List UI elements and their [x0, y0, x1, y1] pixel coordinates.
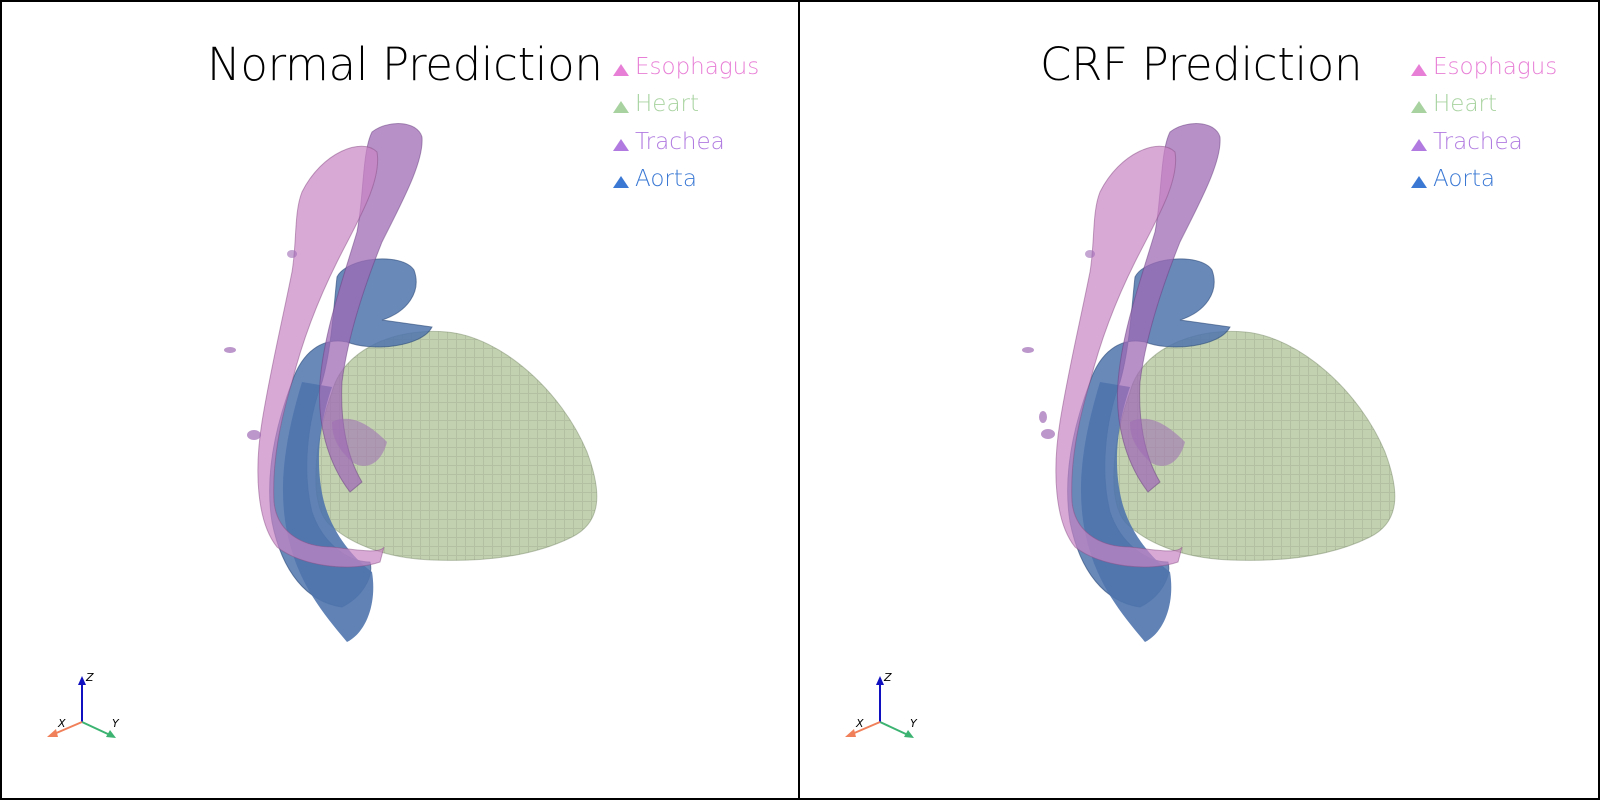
legend-item-esophagus: Esophagus: [613, 48, 759, 86]
legend-item-heart: Heart: [1411, 86, 1557, 124]
triangle-marker-icon: [1411, 101, 1427, 114]
triangle-marker-icon: [1411, 138, 1427, 151]
triangle-marker-icon: [1411, 176, 1427, 189]
legend-label: Trachea: [635, 128, 725, 155]
legend-item-esophagus: Esophagus: [1411, 48, 1557, 86]
axis-label-y: Y: [112, 717, 120, 730]
esophagus-mesh: [257, 145, 385, 568]
legend-label: Trachea: [1433, 128, 1523, 155]
triangle-marker-icon: [613, 176, 629, 189]
legend-item-heart: Heart: [613, 86, 759, 124]
orientation-axes-widget: Z Y X: [47, 672, 120, 738]
legend-item-trachea: Trachea: [613, 123, 759, 161]
legend-item-trachea: Trachea: [1411, 123, 1557, 161]
legend: Esophagus Heart Trachea Aorta: [613, 48, 759, 198]
legend-item-aorta: Aorta: [1411, 161, 1557, 199]
orientation-axes-widget: Z Y X: [845, 672, 918, 738]
axis-label-z: Z: [85, 672, 94, 684]
legend-label: Aorta: [1433, 166, 1495, 193]
viewport-title: Normal Prediction: [207, 38, 603, 91]
render-viewport-crf[interactable]: CRF Prediction Esophagus Heart Trachea A…: [800, 0, 1600, 800]
organ-mesh-scene[interactable]: [2, 2, 800, 800]
legend-label: Esophagus: [1433, 53, 1558, 80]
triangle-marker-icon: [613, 63, 629, 76]
legend-label: Heart: [1433, 91, 1498, 118]
legend: Esophagus Heart Trachea Aorta: [1411, 48, 1557, 198]
axis-label-x: X: [855, 717, 864, 730]
triangle-marker-icon: [613, 101, 629, 114]
axis-label-y: Y: [910, 717, 918, 730]
triangle-marker-icon: [1411, 63, 1427, 76]
axis-label-z: Z: [883, 672, 892, 684]
triangle-marker-icon: [613, 138, 629, 151]
render-viewport-normal[interactable]: Normal Prediction Esophagus Heart Trache…: [0, 0, 800, 800]
legend-item-aorta: Aorta: [613, 161, 759, 199]
viewport-title: CRF Prediction: [1040, 38, 1363, 91]
organ-mesh-scene[interactable]: [800, 2, 1600, 800]
legend-label: Heart: [635, 91, 700, 118]
esophagus-mesh: [1055, 145, 1183, 568]
axis-label-x: X: [57, 717, 66, 730]
legend-label: Esophagus: [635, 53, 760, 80]
legend-label: Aorta: [635, 166, 697, 193]
